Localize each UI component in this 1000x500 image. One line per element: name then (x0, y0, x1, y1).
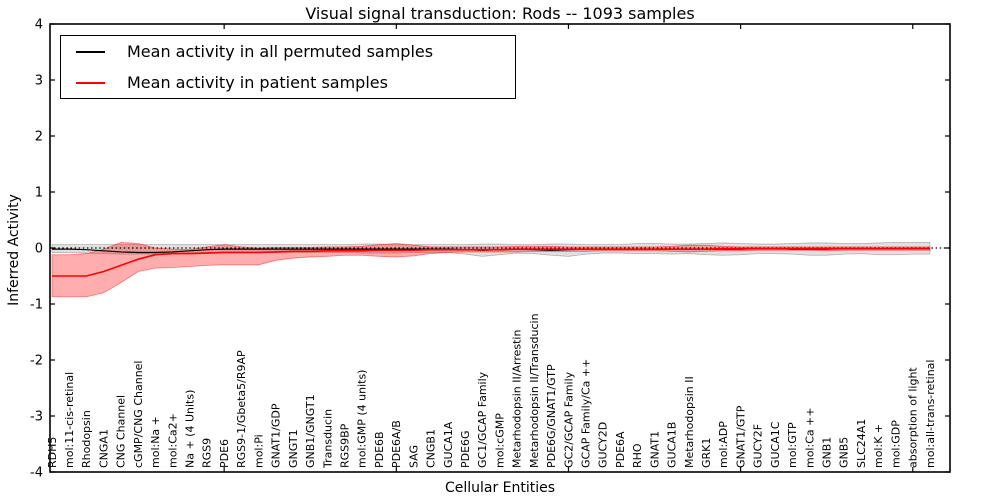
x-category-label: RGS9BP (338, 423, 351, 468)
x-category-label: RGS9 (201, 438, 214, 468)
x-category-label: GUCY2D (597, 422, 610, 468)
x-category-label: GC1/GCAP Family (476, 371, 489, 468)
legend: Mean activity in all permuted samples Me… (60, 35, 516, 99)
x-category-label: mol:GMP (4 units) (356, 370, 369, 468)
x-category-label: PDE6A (614, 431, 627, 468)
x-category-label: mol:GTP (786, 422, 799, 468)
x-category-label: RGS9-1/Gbeta5/R9AP (235, 350, 248, 468)
x-category-label: PDE6 (218, 439, 231, 468)
x-category-label: GNGT1 (287, 429, 300, 468)
x-category-label: GCAP Family/Ca ++ (579, 359, 592, 468)
legend-line-patient (76, 81, 105, 84)
x-category-label: CNG Channel (115, 395, 128, 468)
x-category-label: GNAT1 (648, 431, 661, 468)
band-patient (51, 241, 931, 298)
x-category-label: mol:Pi (252, 434, 265, 468)
x-category-label: Na + (4 Units) (184, 390, 197, 468)
x-category-label: CNGB1 (425, 429, 438, 468)
x-category-label: Metarhodopsin II (683, 376, 696, 468)
x-category-label: PDE6G (459, 430, 472, 468)
x-category-label: SLC24A1 (855, 419, 868, 468)
y-tick-label: -4 (30, 466, 43, 481)
x-category-label: PDE6G/GNAT1/GTP (545, 364, 558, 468)
x-category-label: mol:Ca2+ (166, 413, 179, 468)
x-category-label: GUCA1A (442, 421, 455, 468)
x-category-label: mol:all-trans-retinal (924, 360, 937, 468)
legend-entry-patient: Mean activity in patient samples (61, 67, 515, 98)
x-category-label: Transducin (321, 409, 334, 469)
x-category-label: mol:11-cis-retinal (63, 372, 76, 468)
legend-label-patient: Mean activity in patient samples (127, 73, 388, 92)
y-tick-label: -3 (30, 410, 43, 425)
x-category-label: Rhodopsin (80, 410, 93, 468)
x-category-label: Metarhodopsin II/Arrestin (511, 330, 524, 468)
x-category-label: mol:GDP (889, 420, 902, 468)
x-category-label: GNB1 (821, 437, 834, 468)
chart-title: Visual signal transduction: Rods -- 1093… (305, 4, 695, 23)
x-axis-title: Cellular Entities (444, 480, 556, 496)
y-tick-label: 0 (35, 242, 43, 257)
x-category-label: PDE6A/B (390, 420, 403, 468)
x-category-label: PDE6B (373, 431, 386, 468)
y-axis-title: Inferred Activity (6, 194, 22, 306)
y-tick-label: 3 (35, 74, 43, 89)
x-category-label: mol:cGMP (493, 413, 506, 468)
y-tick-label: 4 (35, 18, 43, 33)
y-tick-label: 1 (35, 186, 43, 201)
x-category-label: mol:Ca ++ (803, 407, 816, 468)
x-category-label: Metarhodopsin II/Transducin (528, 313, 541, 468)
y-tick-label: 2 (35, 130, 43, 145)
y-tick-label: -1 (30, 298, 43, 313)
x-category-label: GUCA1B (666, 422, 679, 468)
x-category-label: GNB5 (838, 437, 851, 468)
x-category-label: GUCA1C (769, 421, 782, 468)
x-category-label: RHO (631, 443, 644, 468)
x-category-label: GNB1/GNGT1 (304, 394, 317, 468)
x-category-label: mol:K + (872, 424, 885, 468)
legend-entry-permuted: Mean activity in all permuted samples (61, 36, 515, 67)
x-category-label: cGMP/CNG Channel (132, 361, 145, 469)
x-category-label: SAG (407, 445, 420, 468)
legend-line-permuted (76, 50, 105, 53)
x-category-label: GUCY2F (752, 424, 765, 468)
x-category-label: mol:Na + (149, 416, 162, 468)
y-tick-label: -2 (30, 354, 43, 369)
x-category-label: GRK1 (700, 438, 713, 468)
mean-line-patient (52, 247, 930, 277)
x-category-label: absorption of light (907, 367, 920, 468)
x-category-label: CNGA1 (97, 429, 110, 468)
x-category-label: mol:ADP (717, 421, 730, 468)
x-category-label: GNAT1/GDP (270, 403, 283, 468)
x-category-label: RDH5 (46, 437, 59, 468)
legend-label-permuted: Mean activity in all permuted samples (127, 42, 434, 61)
x-category-label: GC2/GCAP Family (562, 371, 575, 468)
x-category-label: GNAT1/GTP (734, 405, 747, 468)
